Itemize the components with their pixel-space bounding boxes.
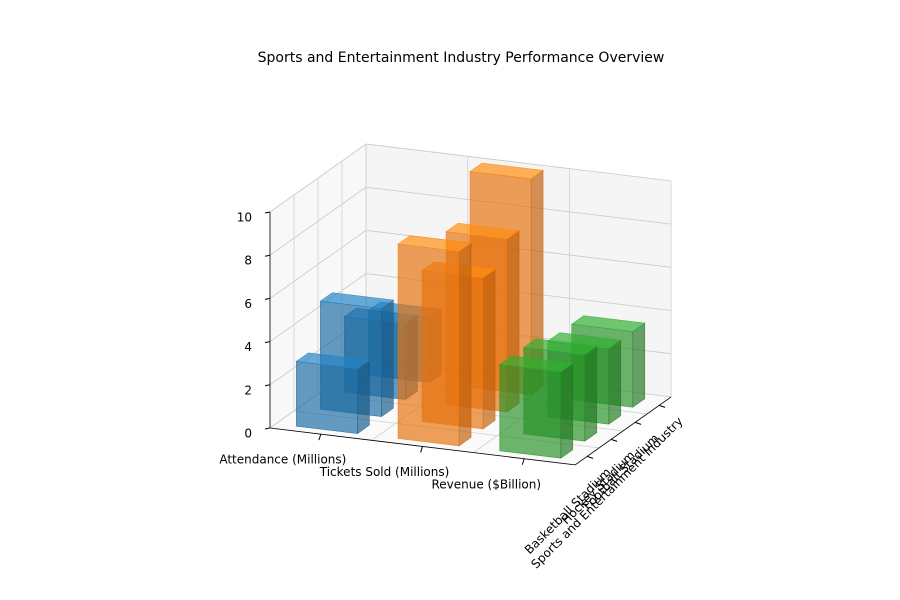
z-tick-label: 8 <box>244 254 252 268</box>
bar-top <box>295 352 371 370</box>
z-tick <box>264 427 271 430</box>
bars <box>295 162 646 459</box>
z-tick-label: 0 <box>244 427 252 441</box>
bar-top <box>445 222 520 240</box>
bar-side <box>560 362 574 459</box>
z-tick <box>264 384 271 387</box>
bar <box>397 235 472 447</box>
bar-side <box>584 345 598 442</box>
bar <box>295 352 371 435</box>
bar-top <box>570 315 646 332</box>
y-tick <box>610 438 618 442</box>
bar <box>498 355 574 459</box>
axis-line <box>574 396 672 466</box>
y-tick <box>658 404 666 408</box>
bar-side <box>381 299 394 418</box>
bar-side <box>482 268 496 430</box>
x-tick <box>521 458 525 465</box>
bar-top <box>522 338 598 356</box>
y-tick <box>634 421 642 425</box>
bar-top <box>469 162 544 180</box>
z-tick <box>264 254 271 257</box>
x-tick-label: Tickets Sold (Millions) <box>319 465 450 479</box>
z-tick-label: 10 <box>237 211 252 225</box>
bar-top <box>319 292 395 309</box>
bar-side <box>632 322 646 408</box>
y-tick <box>586 455 594 459</box>
bar-front <box>296 361 358 434</box>
bar-top <box>498 355 574 373</box>
x-tick-label: Revenue ($Billion) <box>431 477 541 491</box>
bar-side <box>357 359 370 435</box>
bar-side <box>608 339 622 425</box>
z-tick <box>264 211 271 214</box>
z-tick <box>264 297 271 300</box>
z-tick-label: 4 <box>244 340 252 354</box>
chart-title: Sports and Entertainment Industry Perfor… <box>258 50 665 66</box>
bar-front <box>397 243 460 447</box>
z-tick <box>264 341 271 344</box>
z-tick-label: 6 <box>244 297 252 311</box>
x-tick <box>318 433 322 441</box>
floor-grid <box>293 195 600 449</box>
bar-top <box>397 235 472 252</box>
x-tick <box>420 446 424 453</box>
x-tick-label: Attendance (Millions) <box>219 453 346 467</box>
z-tick-label: 2 <box>244 383 252 397</box>
bar-side <box>458 242 472 447</box>
bar-front <box>499 364 562 459</box>
